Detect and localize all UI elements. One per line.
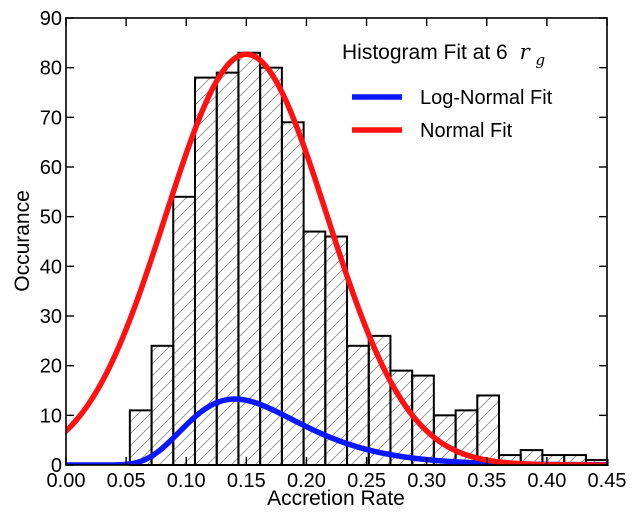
y-tick-label: 90 <box>40 8 62 30</box>
x-axis-tick-labels: 0.00 0.05 0.10 0.15 0.20 0.25 0.30 0.35 … <box>47 470 627 492</box>
y-tick-label: 20 <box>40 356 62 378</box>
y-tick-label: 50 <box>40 207 62 229</box>
histogram-bar <box>476 394 500 467</box>
plot-frame <box>65 17 608 466</box>
y-tick-label: 70 <box>40 107 62 129</box>
x-axis-title: Accretion Rate <box>267 487 405 510</box>
x-tick-label: 0.25 <box>347 470 386 492</box>
legend-title-subscript: g <box>535 51 545 69</box>
legend-label-normal: Normal Fit <box>420 120 513 142</box>
x-tick-label: 0.15 <box>227 470 266 492</box>
x-tick-label: 0.45 <box>588 470 627 492</box>
y-tick-label: 30 <box>40 306 62 328</box>
x-tick-label: 0.20 <box>287 470 326 492</box>
legend-title: Histogram Fit at 6 r g <box>342 40 545 69</box>
y-axis-title: Occurance <box>11 190 34 292</box>
legend: Histogram Fit at 6 r g Log-Normal Fit No… <box>342 40 553 142</box>
x-tick-label: 0.40 <box>527 470 566 492</box>
x-tick-label: 0.35 <box>467 470 506 492</box>
legend-title-symbol: r <box>520 40 532 64</box>
legend-title-text: Histogram Fit at 6 <box>342 41 508 64</box>
x-tick-label: 0.05 <box>107 470 146 492</box>
normal-fit-line <box>66 51 607 465</box>
x-tick-label: 0.00 <box>47 470 86 492</box>
histogram-bars <box>128 51 609 467</box>
y-tick-label: 80 <box>40 58 62 80</box>
y-tick-label: 60 <box>40 157 62 179</box>
legend-label-lognormal: Log-Normal Fit <box>420 87 553 109</box>
x-tick-label: 0.30 <box>407 470 446 492</box>
histogram-bar <box>215 71 240 466</box>
x-tick-label: 0.10 <box>167 470 206 492</box>
y-tick-label: 10 <box>40 405 62 427</box>
fit-curves <box>66 51 607 465</box>
axis-ticks <box>65 17 608 466</box>
y-tick-label: 0 <box>51 455 62 477</box>
y-tick-label: 40 <box>40 256 62 278</box>
y-axis-tick-labels: 0 10 20 30 40 50 60 70 80 90 <box>40 8 62 477</box>
